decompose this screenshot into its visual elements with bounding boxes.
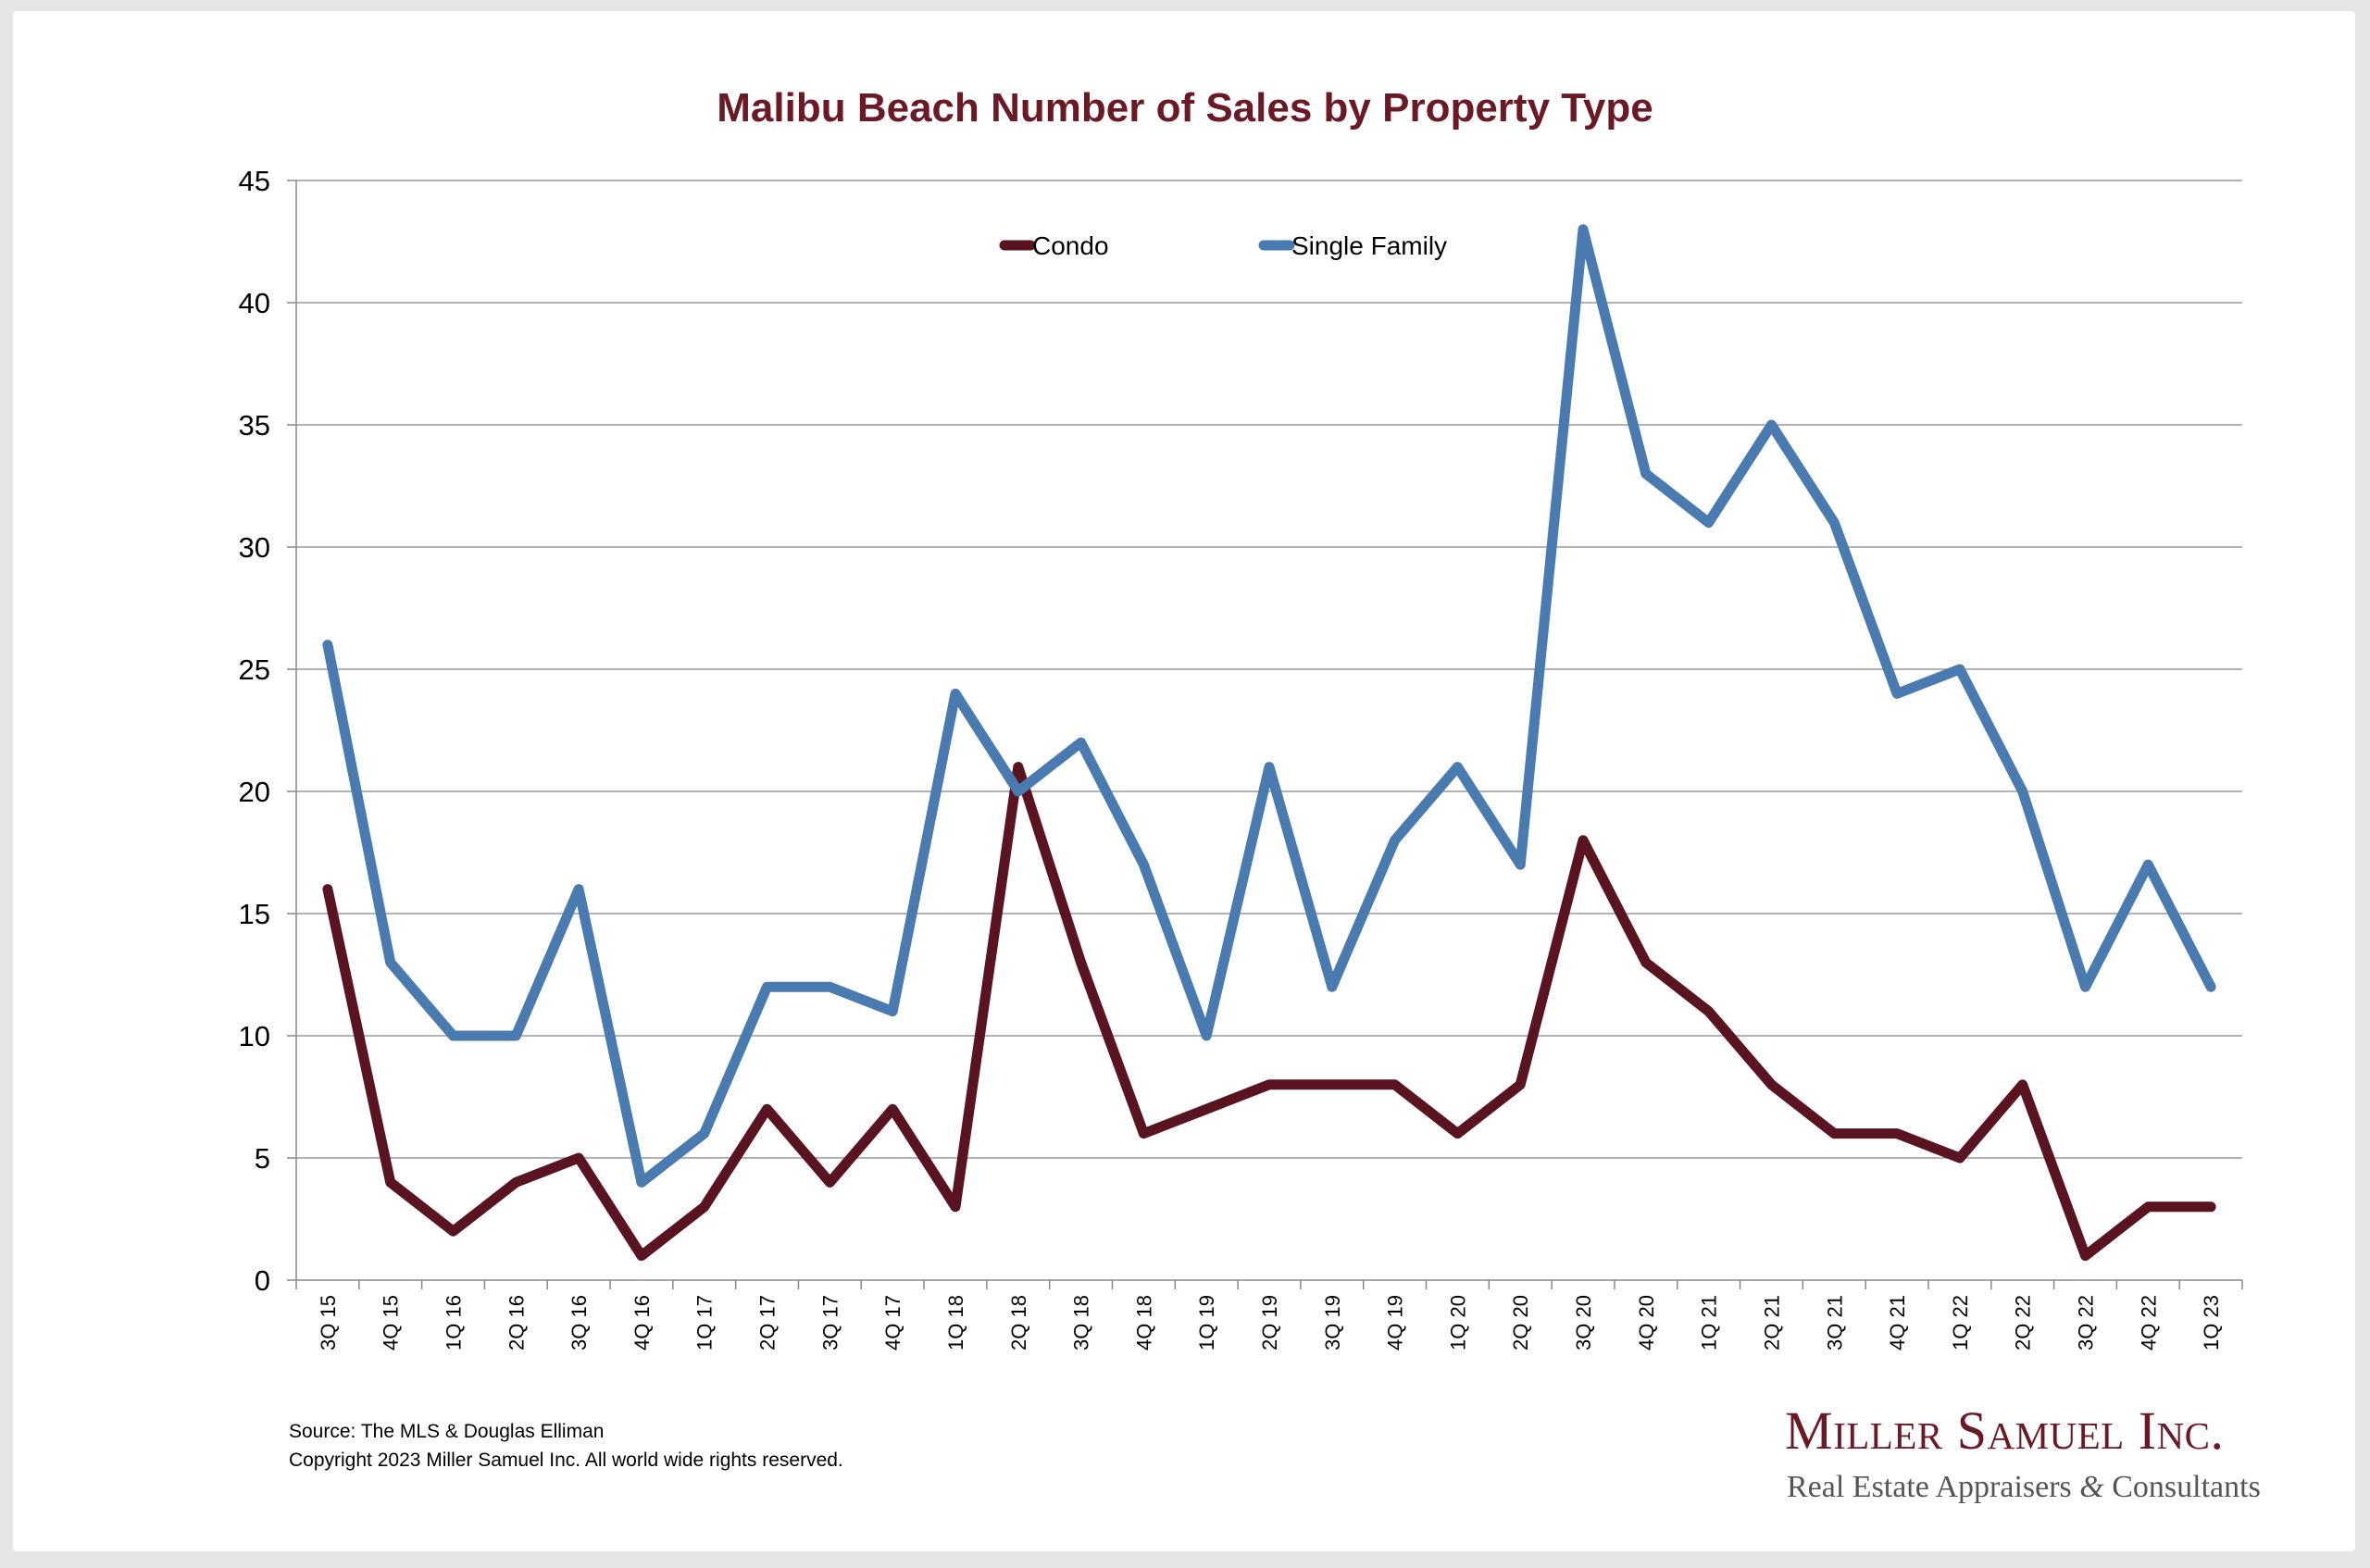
x-tick-label: 3Q 15 [317, 1295, 340, 1350]
x-tick-label: 3Q 19 [1321, 1295, 1344, 1350]
chart-panel [13, 11, 2355, 1551]
x-tick-label: 3Q 18 [1070, 1295, 1093, 1350]
x-axis-ticks: 3Q 15 4Q 15 1Q 16 2Q 16 3Q 16 4Q 16 1Q 17 2Q 17… [295, 1280, 2243, 1350]
x-tick-label: 1Q 19 [1195, 1295, 1218, 1350]
x-tick-label: 1Q 16 [443, 1295, 466, 1350]
copyright-note: Copyright 2023 Miller Samuel Inc. All wo… [289, 1450, 843, 1471]
series-line-single-family [322, 224, 2216, 1188]
y-tick-label: 20 [239, 776, 270, 808]
axes [295, 180, 2242, 1281]
gridlines [296, 180, 2242, 1159]
x-tick-label: 1Q 17 [693, 1295, 717, 1350]
y-tick-label: 10 [239, 1020, 270, 1052]
x-tick-label: 2Q 16 [505, 1295, 528, 1350]
tagline-ampersand: & [2079, 1470, 2104, 1504]
x-tick-label: 2Q 21 [1760, 1295, 1783, 1350]
x-tick-label: 3Q 21 [1823, 1295, 1846, 1350]
x-tick-label: 3Q 16 [568, 1295, 591, 1350]
y-tick-label: 40 [239, 287, 270, 319]
company-tagline: Real Estate Appraisers & Consultants [1787, 1470, 2261, 1505]
series-lines [322, 224, 2216, 1262]
y-tick-label: 0 [255, 1264, 270, 1297]
source-note: Source: The MLS & Douglas Elliman [289, 1421, 605, 1442]
tagline-part1: Real Estate Appraisers [1787, 1470, 2072, 1504]
x-tick-label: 3Q 20 [1572, 1295, 1595, 1350]
x-tick-label: 1Q 18 [944, 1295, 967, 1350]
legend-label: Condo [1032, 231, 1109, 260]
y-axis-ticks: 0 5 10 15 20 25 30 35 40 45 [239, 165, 296, 1297]
x-tick-label: 2Q 19 [1258, 1295, 1281, 1350]
x-tick-label: 2Q 20 [1509, 1295, 1532, 1350]
x-tick-label: 4Q 17 [881, 1295, 904, 1350]
x-tick-label: 4Q 18 [1132, 1295, 1155, 1350]
y-tick-label: 5 [255, 1142, 270, 1175]
legend: Condo Single Family [999, 231, 1447, 260]
x-tick-label: 2Q 22 [2012, 1295, 2035, 1350]
x-tick-label: 1Q 23 [2200, 1295, 2223, 1350]
x-tick-label: 2Q 18 [1007, 1295, 1030, 1350]
y-tick-label: 30 [239, 531, 270, 564]
y-tick-label: 45 [239, 165, 270, 197]
tagline-part2: Consultants [2112, 1470, 2261, 1504]
x-tick-label: 4Q 16 [630, 1295, 654, 1350]
x-tick-label: 1Q 22 [1949, 1295, 1972, 1350]
x-tick-label: 4Q 15 [380, 1295, 403, 1350]
x-tick-label: 1Q 20 [1446, 1295, 1469, 1350]
x-tick-label: 3Q 17 [818, 1295, 842, 1350]
series-line-condo [322, 762, 2216, 1262]
y-tick-label: 25 [239, 653, 270, 686]
chart-title: Malibu Beach Number of Sales by Property… [717, 85, 1653, 131]
x-tick-label: 2Q 17 [756, 1295, 780, 1350]
legend-label: Single Family [1291, 231, 1447, 260]
x-tick-label: 3Q 22 [2074, 1295, 2097, 1350]
y-tick-label: 15 [239, 898, 270, 930]
x-tick-label: 4Q 20 [1635, 1295, 1658, 1350]
x-tick-label: 4Q 19 [1384, 1295, 1407, 1350]
company-logo: Miller Samuel Inc. [1785, 1400, 2225, 1461]
y-tick-label: 35 [239, 409, 270, 442]
x-tick-label: 4Q 21 [1886, 1295, 1909, 1350]
x-tick-label: 4Q 22 [2137, 1295, 2160, 1350]
x-tick-label: 1Q 21 [1698, 1295, 1721, 1350]
